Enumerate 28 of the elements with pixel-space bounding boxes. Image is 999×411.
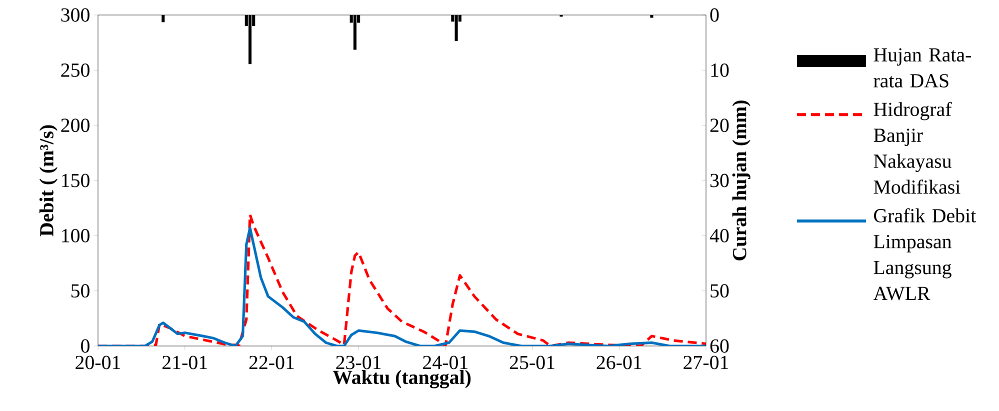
x-tick-label: 26-01 [596,356,642,370]
x-tick-label: 23-01 [336,356,381,370]
y2-tick-label: 30 [710,174,729,188]
legend-label: Hujan Rata-rata DAS [874,48,971,88]
y2-axis-title: Curah hujan (mm) [732,100,750,260]
y-tick-label: 300 [61,8,90,22]
y-tick-label: 0 [81,339,90,353]
y2-tick-label: 20 [710,118,729,132]
x-tick-label: 27-01 [684,356,728,370]
y2-tick-label: 0 [710,8,719,22]
y2-tick-label: 40 [710,228,729,242]
x-tick-label: 22-01 [249,356,294,370]
y-axis-title: Debit ( (m³/s) [39,125,58,236]
x-tick-label: 25-01 [510,356,554,370]
y2-tick-label: 60 [710,339,729,353]
x-tick-label: 24-01 [423,356,468,370]
y2-tick-label: 10 [711,63,729,77]
y-tick-label: 150 [62,174,90,188]
x-tick-label: 20-01 [76,356,120,370]
y-tick-label: 250 [61,63,90,77]
x-axis-title: Waktu (tanggal) [332,370,471,388]
x-tick-label: 21-01 [162,356,207,370]
y-tick-label: 200 [61,118,90,132]
y2-tick-label: 50 [710,284,729,298]
y-tick-label: 100 [62,228,90,242]
legend-label: Hidrograf Banjir Nakayasu Modifikasi [874,102,960,194]
y-tick-label: 50 [71,284,90,298]
legend-label: Grafik Debit Limpasan Langsung AWLR [873,208,976,300]
